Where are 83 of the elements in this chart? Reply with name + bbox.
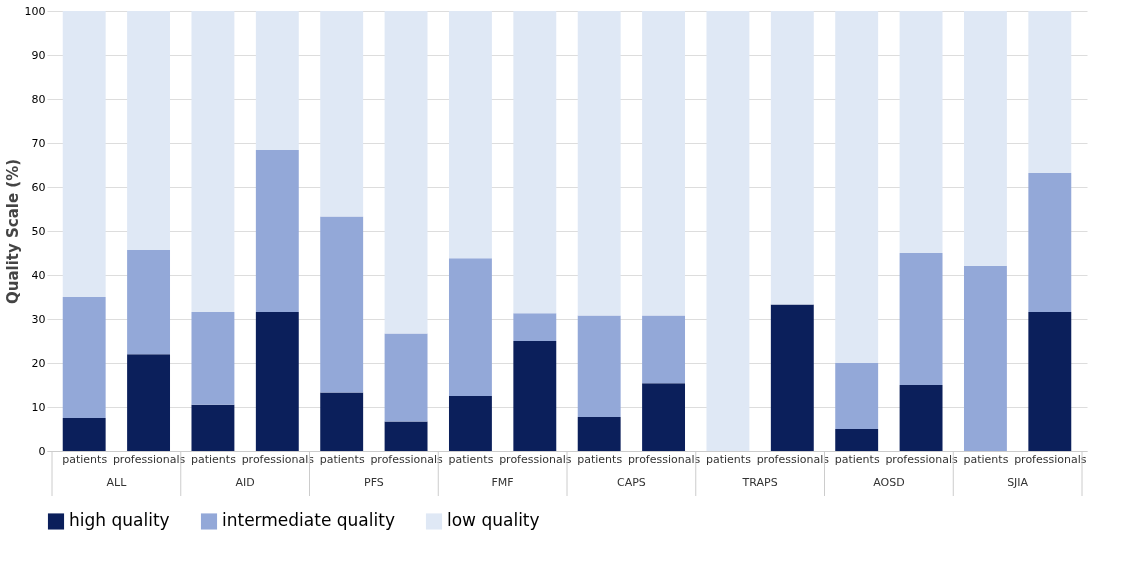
x-tick-label: professionals (370, 452, 444, 466)
text: CAPS (616, 476, 646, 489)
bar (255, 311, 299, 451)
bar (899, 11, 943, 253)
x-tick-label: patients (705, 452, 752, 466)
bar (384, 421, 428, 451)
bar (513, 313, 557, 341)
bar (770, 304, 814, 451)
bar (1028, 172, 1072, 312)
bar (642, 11, 686, 316)
bar (899, 253, 943, 385)
bar (835, 363, 879, 429)
legend-label: high quality (69, 510, 170, 531)
x-tick-label: professionals (112, 452, 186, 466)
bar (577, 11, 621, 316)
text: PFS (364, 476, 384, 489)
text: FMF (491, 476, 514, 489)
bar (899, 385, 943, 451)
x-tick-label: patients (319, 452, 365, 466)
bar (320, 392, 364, 451)
bar (577, 417, 621, 451)
bar (448, 11, 492, 259)
y-tick-label: 20 (31, 356, 46, 370)
bar (255, 150, 299, 312)
bar (127, 249, 171, 355)
y-tick-label: 30 (31, 312, 46, 326)
bar (255, 11, 299, 151)
bar (320, 216, 364, 393)
y-axis-title: Quality Scale (%) (3, 158, 22, 305)
x-tick-label: professionals (499, 452, 572, 466)
text: AID (235, 476, 255, 489)
x-tick-label: professionals (1014, 452, 1087, 466)
bar (1028, 311, 1072, 451)
bar (384, 11, 428, 334)
bar (1028, 11, 1072, 173)
y-tick-label: 10 (31, 400, 46, 414)
bar (706, 11, 750, 451)
y-tick-label: 100 (24, 4, 46, 18)
bar (963, 11, 1007, 266)
bar (770, 11, 814, 305)
text: TRAPS (741, 476, 778, 489)
bar (320, 11, 364, 217)
x-tick-label: patients (62, 452, 108, 466)
bar (835, 11, 879, 363)
bar (62, 418, 106, 451)
y-tick-label: 60 (31, 180, 46, 194)
bar (963, 265, 1007, 451)
x-tick-label: patients (577, 452, 623, 466)
y-tick-label: 40 (31, 268, 46, 282)
bar (448, 258, 492, 396)
y-tick-label: 50 (31, 224, 46, 238)
x-tick-label: professionals (241, 452, 315, 466)
bar (642, 383, 686, 451)
text: AOSD (873, 476, 905, 489)
x-tick-label: patients (834, 452, 880, 466)
x-tick-label: professionals (627, 452, 701, 466)
bar (127, 11, 171, 250)
bar (62, 11, 106, 297)
bar (384, 333, 428, 422)
y-tick-label: 80 (31, 92, 46, 106)
text: SJIA (1007, 476, 1029, 489)
bar (127, 354, 171, 451)
bar (577, 315, 621, 418)
x-tick-label: professionals (885, 452, 959, 466)
bar (191, 404, 235, 451)
x-tick-label: patients (963, 452, 1009, 466)
x-tick-label: patients (190, 452, 237, 466)
bar (513, 11, 557, 314)
y-tick-label: 70 (31, 136, 46, 150)
bar (835, 429, 879, 451)
y-tick-label: 0 (38, 444, 46, 458)
text: ALL (106, 476, 128, 489)
bar (62, 297, 106, 418)
x-tick-label: professionals (756, 452, 830, 466)
legend-label: intermediate quality (222, 510, 395, 531)
bar (191, 11, 235, 312)
x-tick-label: patients (448, 452, 494, 466)
y-tick-label: 90 (31, 48, 46, 62)
bar (513, 341, 557, 451)
bar (448, 396, 492, 451)
bar (191, 311, 235, 405)
legend-label: low quality (447, 510, 540, 531)
bar (642, 315, 686, 384)
